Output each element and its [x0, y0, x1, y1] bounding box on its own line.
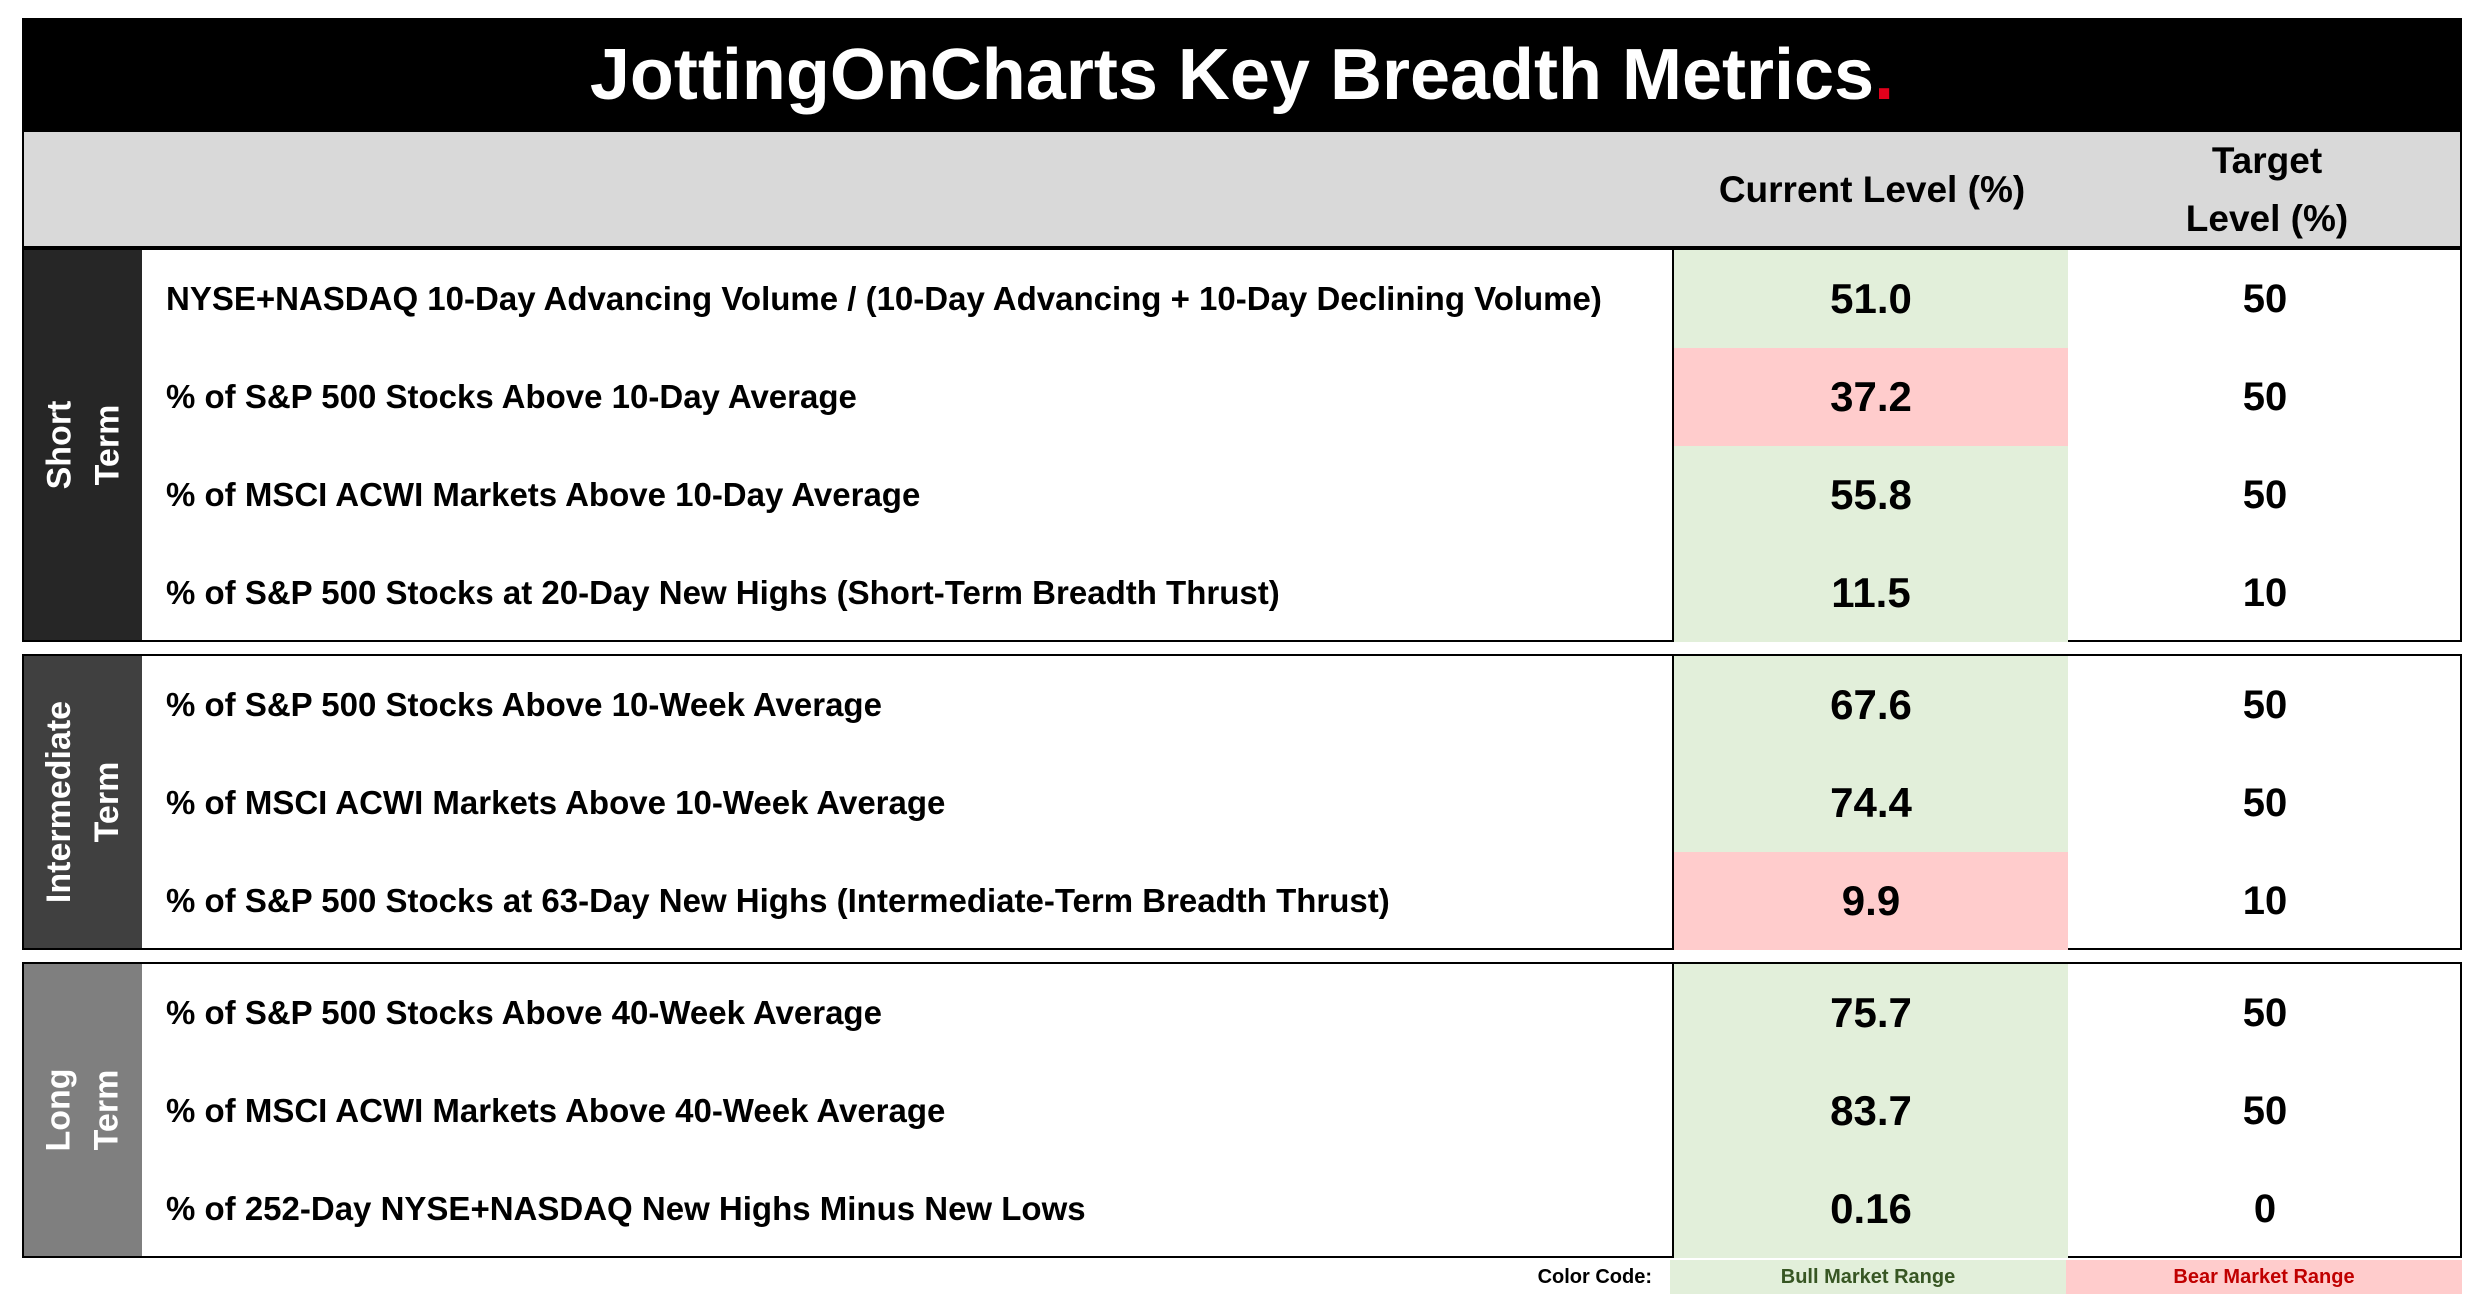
metric-label: % of S&P 500 Stocks Above 40-Week Averag… [166, 994, 882, 1031]
title-accent-dot: . [1874, 35, 1895, 115]
metric-label: % of S&P 500 Stocks Above 10-Day Average [166, 378, 857, 415]
table-row: % of MSCI ACWI Markets Above 10-Week Ave… [142, 754, 2460, 852]
metric-label: % of S&P 500 Stocks Above 10-Week Averag… [166, 686, 882, 723]
side-label-long-term: Long Term [24, 964, 142, 1256]
page-title: JottingOnCharts Key Breadth Metrics [589, 35, 1875, 115]
section-long-term: Long Term % of S&P 500 Stocks Above 40-W… [22, 962, 2462, 1258]
side-label-line2: Term [88, 404, 126, 486]
metric-label: % of MSCI ACWI Markets Above 10-Day Aver… [166, 476, 921, 513]
side-label-short-term: Short Term [24, 250, 142, 640]
target-value: 50 [2242, 276, 2288, 321]
side-label-intermediate-term: Intermediate Term [24, 656, 142, 948]
section-intermediate-term: Intermediate Term % of S&P 500 Stocks Ab… [22, 654, 2462, 950]
table-row: % of MSCI ACWI Markets Above 40-Week Ave… [142, 1062, 2460, 1160]
title-bar: JottingOnCharts Key Breadth Metrics. [22, 18, 2462, 132]
side-label-line2: Term [88, 761, 126, 843]
target-value: 50 [2242, 990, 2288, 1035]
current-value-bull: 0.16 [1674, 1160, 2068, 1258]
metric-label: NYSE+NASDAQ 10-Day Advancing Volume / (1… [166, 280, 1602, 317]
metric-label: % of S&P 500 Stocks at 20-Day New Highs … [166, 574, 1280, 611]
current-value-bull: 55.8 [1674, 446, 2068, 544]
target-value: 50 [2242, 682, 2288, 727]
target-value: 10 [2242, 570, 2288, 615]
current-value-bull: 51.0 [1674, 250, 2068, 348]
section-short-term: Short Term NYSE+NASDAQ 10-Day Advancing … [22, 248, 2462, 642]
current-value-bear: 9.9 [1674, 852, 2068, 950]
table-row: % of 252-Day NYSE+NASDAQ New Highs Minus… [142, 1160, 2460, 1258]
current-value-bull: 67.6 [1674, 656, 2068, 754]
target-value: 50 [2242, 374, 2288, 419]
table-row: % of MSCI ACWI Markets Above 10-Day Aver… [142, 446, 2460, 544]
header-target-line2: Level (%) [2185, 198, 2349, 239]
table-row: % of S&P 500 Stocks at 20-Day New Highs … [142, 544, 2460, 642]
legend-bear-range: Bear Market Range [2066, 1260, 2462, 1294]
current-value-bull: 11.5 [1674, 544, 2068, 642]
header-target-line1: Target [2211, 140, 2323, 181]
table-row: NYSE+NASDAQ 10-Day Advancing Volume / (1… [142, 250, 2460, 348]
current-value-bear: 37.2 [1674, 348, 2068, 446]
current-value-bull: 74.4 [1674, 754, 2068, 852]
current-value-bull: 83.7 [1674, 1062, 2068, 1160]
column-header-row: Current Level (%) Target Level (%) [22, 132, 2462, 248]
table-row: % of S&P 500 Stocks at 63-Day New Highs … [142, 852, 2460, 950]
color-code-legend: Color Code: Bull Market Range Bear Marke… [22, 1260, 2462, 1294]
target-value: 10 [2242, 878, 2288, 923]
header-target-level: Target Level (%) [2070, 132, 2464, 248]
target-value: 0 [2253, 1186, 2277, 1231]
metric-label: % of S&P 500 Stocks at 63-Day New Highs … [166, 882, 1390, 919]
target-value: 50 [2242, 472, 2288, 517]
side-label-line2: Term [87, 1069, 126, 1151]
table-row: % of S&P 500 Stocks Above 10-Week Averag… [142, 656, 2460, 754]
table-row: % of S&P 500 Stocks Above 10-Day Average… [142, 348, 2460, 446]
target-value: 50 [2242, 780, 2288, 825]
metric-label: % of MSCI ACWI Markets Above 40-Week Ave… [166, 1092, 946, 1129]
legend-bull-range: Bull Market Range [1670, 1260, 2066, 1294]
side-label-line1: Long [39, 1068, 78, 1152]
legend-label: Color Code: [1537, 1265, 1652, 1288]
current-value-bull: 75.7 [1674, 964, 2068, 1062]
target-value: 50 [2242, 1088, 2288, 1133]
metric-label: % of 252-Day NYSE+NASDAQ New Highs Minus… [166, 1190, 1086, 1227]
side-label-line1: Short [40, 400, 78, 490]
side-label-line1: Intermediate [40, 700, 78, 904]
header-current-level: Current Level (%) [1718, 169, 2026, 210]
metric-label: % of MSCI ACWI Markets Above 10-Week Ave… [166, 784, 946, 821]
table-row: % of S&P 500 Stocks Above 40-Week Averag… [142, 964, 2460, 1062]
